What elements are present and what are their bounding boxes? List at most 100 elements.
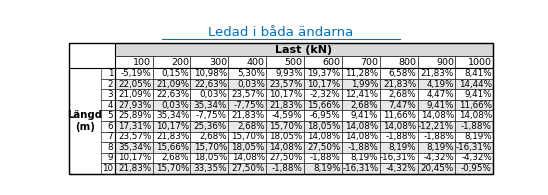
Bar <box>115 56 153 68</box>
Bar <box>191 163 229 174</box>
Bar <box>418 111 455 121</box>
Bar <box>304 56 342 68</box>
Text: 27,50%: 27,50% <box>231 164 265 173</box>
Bar <box>68 43 493 174</box>
Text: 9: 9 <box>107 153 113 162</box>
Bar <box>101 90 115 100</box>
Text: 15,70%: 15,70% <box>231 132 265 141</box>
Bar <box>101 100 115 111</box>
Bar <box>266 163 304 174</box>
Text: -16,31%: -16,31% <box>342 164 379 173</box>
Text: 2,68%: 2,68% <box>351 101 379 110</box>
Text: -4,32%: -4,32% <box>424 153 454 162</box>
Bar <box>380 90 418 100</box>
Bar <box>191 90 229 100</box>
Bar <box>229 142 266 152</box>
Text: -6,95%: -6,95% <box>310 111 340 120</box>
Text: 25,36%: 25,36% <box>194 122 227 131</box>
Bar <box>115 68 153 79</box>
Bar <box>115 100 153 111</box>
Text: -1,88%: -1,88% <box>423 132 454 141</box>
Bar <box>455 121 493 131</box>
Text: 11,66%: 11,66% <box>459 101 492 110</box>
Bar <box>153 79 191 90</box>
Bar <box>266 142 304 152</box>
Bar <box>418 90 455 100</box>
Bar <box>153 142 191 152</box>
Text: -7,75%: -7,75% <box>234 101 265 110</box>
Text: 21,83%: 21,83% <box>118 164 151 173</box>
Bar <box>380 131 418 142</box>
Text: 8,19%: 8,19% <box>464 132 492 141</box>
Bar <box>266 111 304 121</box>
Bar <box>153 121 191 131</box>
Text: 27,93%: 27,93% <box>118 101 151 110</box>
Bar <box>115 90 153 100</box>
Text: 200: 200 <box>171 58 189 67</box>
Bar <box>304 152 342 163</box>
Bar <box>455 56 493 68</box>
Bar <box>304 121 342 131</box>
Text: 10,98%: 10,98% <box>194 69 227 78</box>
Text: 21,83%: 21,83% <box>270 101 302 110</box>
Bar <box>455 68 493 79</box>
Bar <box>153 100 191 111</box>
Text: -7,75%: -7,75% <box>196 111 227 120</box>
Text: 21,83%: 21,83% <box>156 132 189 141</box>
Text: 15,70%: 15,70% <box>156 164 189 173</box>
Bar <box>304 131 342 142</box>
Text: 6: 6 <box>107 122 113 131</box>
Bar <box>380 111 418 121</box>
Bar <box>455 142 493 152</box>
Text: 0,03%: 0,03% <box>199 90 227 99</box>
Text: 10,17%: 10,17% <box>156 122 189 131</box>
Text: 500: 500 <box>285 58 302 67</box>
Bar <box>304 79 342 90</box>
Text: 14,08%: 14,08% <box>383 122 416 131</box>
Text: -1,88%: -1,88% <box>461 122 492 131</box>
Bar <box>229 100 266 111</box>
Bar <box>115 43 493 68</box>
Text: 11,28%: 11,28% <box>345 69 379 78</box>
Text: 21,83%: 21,83% <box>383 80 416 89</box>
Bar <box>115 131 153 142</box>
Bar <box>304 163 342 174</box>
Text: 27,50%: 27,50% <box>270 153 302 162</box>
Bar <box>191 111 229 121</box>
Text: 7,47%: 7,47% <box>389 101 416 110</box>
Text: 23,57%: 23,57% <box>231 90 265 99</box>
Bar <box>455 100 493 111</box>
Text: 33,35%: 33,35% <box>193 164 227 173</box>
Bar <box>266 131 304 142</box>
Text: -1,88%: -1,88% <box>310 153 340 162</box>
Bar <box>191 68 229 79</box>
Bar <box>418 56 455 68</box>
Text: 10,17%: 10,17% <box>307 80 340 89</box>
Bar <box>101 121 115 131</box>
Bar <box>342 90 380 100</box>
Text: 8: 8 <box>107 143 113 152</box>
Bar <box>101 79 115 90</box>
Bar <box>266 100 304 111</box>
Text: 4: 4 <box>107 101 113 110</box>
Bar <box>101 142 115 152</box>
Text: 8,19%: 8,19% <box>426 143 454 152</box>
Text: Ledad i båda ändarna: Ledad i båda ändarna <box>208 26 353 39</box>
Bar <box>115 43 493 56</box>
Bar <box>229 90 266 100</box>
Bar <box>191 152 229 163</box>
Text: -4,32%: -4,32% <box>461 153 492 162</box>
Text: -4,59%: -4,59% <box>272 111 302 120</box>
Text: 0,15%: 0,15% <box>162 69 189 78</box>
Bar <box>115 142 153 152</box>
Bar <box>191 79 229 90</box>
Bar <box>342 163 380 174</box>
Bar <box>266 68 304 79</box>
Bar <box>455 79 493 90</box>
Text: -16,31%: -16,31% <box>456 143 492 152</box>
Bar <box>380 142 418 152</box>
Bar <box>418 142 455 152</box>
Bar <box>418 163 455 174</box>
Text: 6,58%: 6,58% <box>389 69 416 78</box>
Bar <box>342 68 380 79</box>
